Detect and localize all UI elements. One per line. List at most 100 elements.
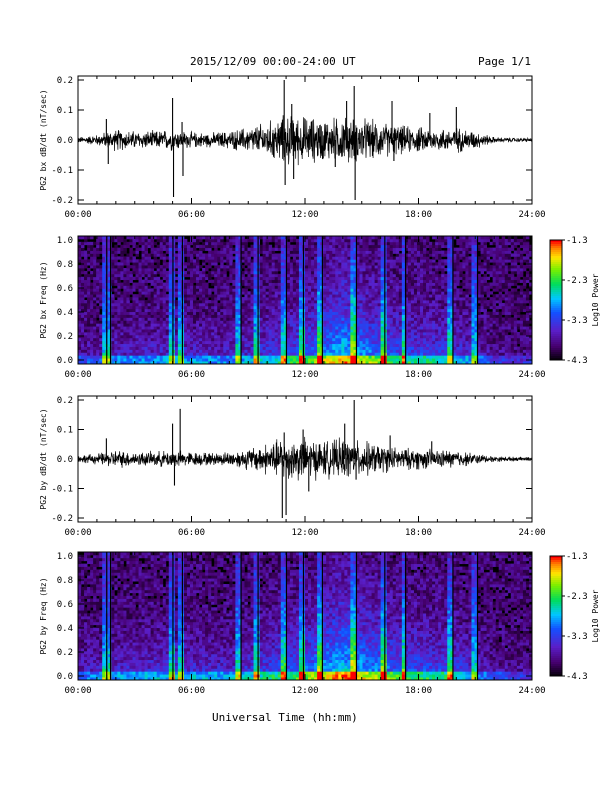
heatmap-cell	[214, 329, 218, 333]
heatmap-cell	[186, 308, 191, 313]
heatmap-cell	[277, 282, 282, 286]
heatmap-cell	[177, 282, 182, 286]
heatmap-cell	[353, 314, 357, 318]
heatmap-cell	[311, 300, 315, 304]
heatmap-cell	[377, 302, 382, 307]
heatmap-cell	[168, 334, 173, 339]
heatmap-cell	[120, 352, 124, 356]
heatmap-cell	[410, 329, 415, 333]
heatmap-cell	[292, 314, 297, 318]
heatmap-cell	[380, 241, 385, 246]
heatmap-cell	[374, 270, 379, 275]
heatmap-cell	[93, 326, 97, 330]
heatmap-cell	[217, 270, 221, 275]
heatmap-cell	[371, 244, 376, 249]
heatmap-cell	[262, 340, 267, 345]
heatmap-cell	[386, 332, 391, 336]
heatmap-cell	[344, 247, 348, 251]
heatmap-cell	[159, 241, 164, 246]
heatmap-cell	[386, 349, 391, 353]
heatmap-cell	[144, 244, 149, 249]
heatmap-cell	[253, 236, 257, 240]
heatmap-cell	[174, 317, 179, 321]
heatmap-cell	[253, 361, 257, 365]
heatmap-cell	[344, 346, 348, 350]
heatmap-cell	[380, 361, 385, 365]
heatmap-cell	[247, 270, 251, 275]
heatmap-cell	[159, 332, 164, 336]
heatmap-cell	[368, 352, 372, 356]
heatmap-cell	[280, 250, 285, 254]
heatmap-cell	[283, 320, 288, 324]
heatmap-cell	[274, 236, 279, 240]
heatmap-cell	[347, 337, 351, 342]
heatmap-cell	[395, 346, 400, 350]
heatmap-cell	[350, 340, 354, 345]
heatmap-cell	[404, 323, 409, 327]
heatmap-cell	[323, 247, 327, 251]
heatmap-cell	[177, 337, 182, 342]
heatmap-cell	[353, 241, 357, 246]
heatmap-cell	[165, 323, 170, 327]
heatmap-cell	[356, 241, 360, 246]
heatmap-cell	[232, 326, 236, 330]
heatmap-cell	[392, 288, 397, 292]
heatmap-cell	[214, 259, 218, 263]
heatmap-cell	[259, 300, 264, 304]
heatmap-cell	[274, 349, 279, 353]
heatmap-cell	[244, 305, 248, 310]
heatmap-cell	[344, 361, 348, 365]
heatmap-cell	[280, 265, 285, 269]
heatmap-cell	[329, 332, 333, 336]
heatmap-cell	[99, 361, 103, 365]
heatmap-cell	[241, 329, 245, 333]
heatmap-cell	[196, 340, 200, 345]
heatmap-cell	[132, 352, 136, 356]
heatmap-cell	[353, 308, 357, 313]
heatmap-cell	[238, 256, 242, 260]
heatmap-cell	[78, 294, 82, 298]
heatmap-cell	[401, 308, 406, 313]
heatmap-cell	[283, 340, 288, 345]
heatmap-cell	[193, 352, 197, 356]
heatmap-cell	[341, 276, 345, 281]
heatmap-cell	[259, 334, 264, 339]
heatmap-cell	[193, 262, 197, 266]
heatmap-cell	[238, 291, 242, 295]
heatmap-cell	[205, 361, 209, 365]
heatmap-cell	[423, 288, 427, 292]
heatmap-cell	[386, 244, 391, 249]
heatmap-cell	[344, 241, 348, 246]
heatmap-cell	[220, 244, 224, 249]
heatmap-cell	[117, 236, 121, 240]
heatmap-cell	[308, 291, 312, 295]
heatmap-cell	[262, 256, 267, 260]
heatmap-cell	[223, 311, 227, 315]
heatmap-cell	[308, 265, 312, 269]
heatmap-cell	[126, 236, 130, 240]
heatmap-cell	[283, 294, 288, 298]
heatmap-cell	[177, 300, 182, 304]
heatmap-cell	[253, 294, 257, 298]
heatmap-cell	[317, 241, 321, 246]
heatmap-cell	[305, 361, 309, 365]
heatmap-cell	[193, 244, 197, 249]
heatmap-cell	[120, 294, 124, 298]
heatmap-cell	[353, 352, 357, 356]
heatmap-cell	[189, 291, 194, 295]
heatmap-cell	[253, 238, 257, 243]
heatmap-cell	[84, 349, 88, 353]
heatmap-cell	[123, 314, 127, 318]
heatmap-cell	[232, 317, 236, 321]
heatmap-cell	[84, 332, 88, 336]
heatmap-cell	[353, 300, 357, 304]
heatmap-cell	[102, 291, 106, 295]
heatmap-cell	[205, 288, 209, 292]
heatmap-cell	[377, 346, 382, 350]
heatmap-cell	[147, 273, 152, 278]
heatmap-cell	[398, 279, 403, 283]
heatmap-cell	[329, 323, 333, 327]
heatmap-cell	[410, 253, 415, 257]
heatmap-cell	[317, 329, 321, 333]
heatmap-cell	[423, 323, 427, 327]
